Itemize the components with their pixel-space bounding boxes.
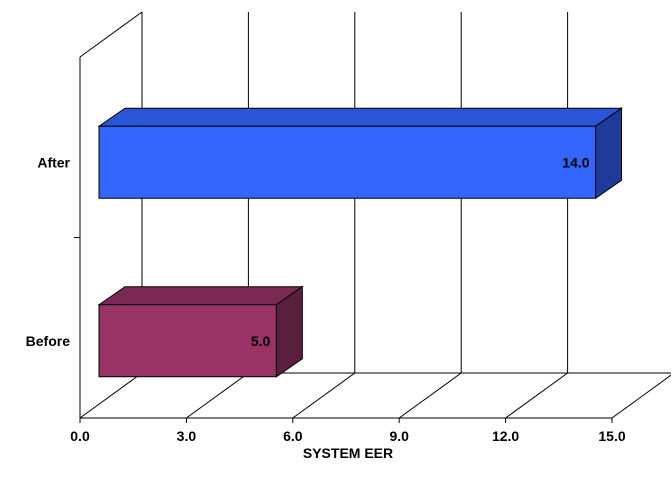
- floor-grid-line: [398, 372, 462, 419]
- bar-top-face: [97, 107, 624, 127]
- x-axis-title: SYSTEM EER: [303, 445, 393, 461]
- bar-value-label: 14.0: [562, 154, 589, 170]
- floor-grid-line: [611, 374, 671, 419]
- chart-bars: 14.0 5.0: [97, 107, 624, 378]
- bar-value-label: 5.0: [251, 333, 271, 349]
- bar-after: 14.0: [97, 107, 624, 200]
- x-tick-labels: 0.0 3.0 6.0 9.0 12.0 15.0: [70, 418, 626, 444]
- floor-grid-line: [79, 372, 143, 419]
- floor-grid-line: [186, 372, 249, 419]
- bar-before: 5.0: [97, 285, 304, 378]
- x-tick-label: 12.0: [492, 428, 519, 444]
- floor-grid-line: [505, 372, 568, 419]
- bar-top-face: [97, 286, 304, 306]
- x-tick-label: 9.0: [389, 428, 409, 444]
- bar-front-face: [98, 125, 597, 199]
- y-category-label: After: [37, 154, 70, 170]
- y-category-label: Before: [26, 333, 71, 349]
- x-tick-label: 15.0: [598, 428, 625, 444]
- y-category-labels: After Before: [26, 154, 80, 349]
- floor-grid-line: [292, 372, 356, 419]
- bar-front-face: [98, 304, 277, 378]
- x-tick-label: 3.0: [177, 428, 197, 444]
- side-wall-top-edge: [79, 11, 143, 58]
- x-tick-label: 0.0: [70, 428, 90, 444]
- x-tick-label: 6.0: [283, 428, 303, 444]
